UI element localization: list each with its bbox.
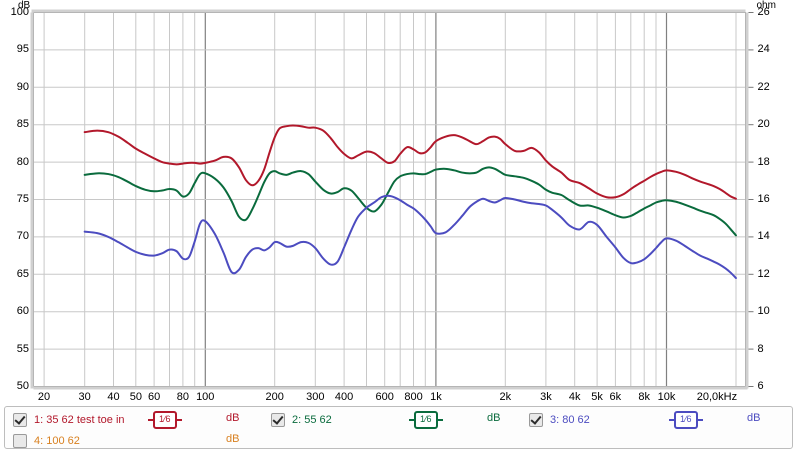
xtick-label-2k: 2k bbox=[499, 390, 512, 403]
ytick-label-left-100: 100 bbox=[10, 6, 29, 18]
chart-region: SPL dB ohm 10095908580757065605550262422… bbox=[0, 0, 800, 404]
smoothing-selector-2[interactable]: 1⁄6 bbox=[409, 411, 443, 429]
ytick-label-right-18: 18 bbox=[757, 155, 770, 168]
xtick-label-5k: 5k bbox=[591, 390, 603, 403]
legend-checkbox-4[interactable] bbox=[13, 433, 27, 448]
legend-checkbox-3[interactable] bbox=[529, 412, 543, 427]
xtick-label-1k: 1k bbox=[430, 390, 442, 403]
series-curve-1 bbox=[83, 124, 737, 200]
legend-label-4: 4: 100 62 bbox=[34, 434, 80, 447]
smoothing-tail-line bbox=[697, 419, 703, 421]
xtick-label-30: 30 bbox=[78, 390, 91, 403]
ytick-label-left-60: 60 bbox=[16, 305, 29, 318]
ytick-label-right-14: 14 bbox=[757, 230, 770, 243]
series-curve-3 bbox=[83, 194, 737, 280]
legend-entry-1[interactable]: 1: 35 62 test toe in bbox=[13, 409, 125, 430]
ytick-label-left-80: 80 bbox=[16, 155, 29, 168]
smoothing-tail-line bbox=[176, 419, 182, 421]
legend-label-1: 1: 35 62 test toe in bbox=[34, 413, 125, 426]
ytick-label-left-90: 90 bbox=[16, 80, 29, 93]
legend-unit-2[interactable]: dB bbox=[487, 412, 501, 424]
xtick-label-300: 300 bbox=[306, 390, 325, 403]
ytick-label-left-55: 55 bbox=[16, 342, 29, 355]
xtick-label-8k: 8k bbox=[638, 390, 650, 403]
ytick-label-right-10: 10 bbox=[757, 305, 770, 318]
xtick-label-60: 60 bbox=[147, 390, 161, 403]
ytick-label-right-24: 24 bbox=[757, 43, 770, 56]
ytick-label-left-70: 70 bbox=[16, 230, 29, 243]
xtick-label-400: 400 bbox=[334, 390, 354, 403]
smoothing-fraction: 1⁄6 bbox=[680, 413, 692, 424]
legend-entry-3[interactable]: 3: 80 62 bbox=[529, 409, 590, 430]
ytick-label-right-22: 22 bbox=[757, 80, 770, 93]
ytick-label-right-26: 26 bbox=[757, 6, 770, 18]
xtick-label-200: 200 bbox=[265, 390, 284, 403]
xtick-label-800: 800 bbox=[404, 390, 423, 403]
smoothing-lead-line bbox=[409, 419, 414, 421]
plot-canvas[interactable] bbox=[0, 0, 800, 404]
smoothing-selector-3[interactable]: 1⁄6 bbox=[669, 411, 703, 429]
xtick-label-600: 600 bbox=[375, 390, 394, 403]
ytick-label-right-20: 20 bbox=[757, 118, 770, 131]
xtick-label-10k: 10k bbox=[657, 390, 676, 403]
xtick-label-20: 20 bbox=[37, 390, 51, 403]
legend-entry-4[interactable]: 4: 100 62 bbox=[13, 430, 80, 451]
smoothing-value-3: 1⁄6 bbox=[674, 411, 698, 429]
xtick-label-100: 100 bbox=[196, 390, 215, 403]
ytick-label-right-12: 12 bbox=[757, 267, 770, 280]
xtick-label-3k: 3k bbox=[540, 390, 552, 403]
ytick-label-left-75: 75 bbox=[16, 193, 29, 205]
legend-panel: 1: 35 62 test toe in 1⁄6 dB 2: 55 62 1⁄6 dB 3:… bbox=[4, 406, 793, 449]
ytick-label-right-8: 8 bbox=[757, 342, 764, 355]
smoothing-fraction: 1⁄6 bbox=[420, 413, 432, 424]
ytick-label-left-65: 65 bbox=[16, 267, 29, 280]
legend-unit-3[interactable]: dB bbox=[747, 412, 761, 424]
xtick-label-20,0kHz: 20,0kHz bbox=[696, 390, 738, 403]
legend-checkbox-1[interactable] bbox=[13, 412, 27, 427]
xtick-label-4k: 4k bbox=[568, 390, 581, 403]
smoothing-lead-line bbox=[148, 419, 153, 421]
smoothing-tail-line bbox=[437, 419, 443, 421]
ytick-label-right-6: 6 bbox=[757, 380, 764, 392]
legend-label-3: 3: 80 62 bbox=[550, 413, 590, 426]
ytick-label-right-16: 16 bbox=[757, 193, 770, 205]
legend-unit-1[interactable]: dB bbox=[226, 412, 240, 424]
legend-unit-4[interactable]: dB bbox=[226, 433, 240, 445]
xtick-label-40: 40 bbox=[107, 390, 120, 403]
left-axis-unit: dB bbox=[18, 0, 31, 11]
xtick-label-80: 80 bbox=[176, 390, 190, 403]
smoothing-fraction: 1⁄6 bbox=[159, 413, 171, 424]
ytick-label-left-50: 50 bbox=[16, 380, 29, 392]
smoothing-selector-1[interactable]: 1⁄6 bbox=[148, 411, 182, 429]
smoothing-value-2: 1⁄6 bbox=[414, 411, 438, 429]
ytick-label-left-85: 85 bbox=[16, 118, 29, 131]
legend-entry-2[interactable]: 2: 55 62 bbox=[271, 409, 332, 430]
smoothing-lead-line bbox=[669, 419, 674, 421]
xtick-label-50: 50 bbox=[129, 390, 142, 403]
xtick-label-6k: 6k bbox=[609, 390, 622, 403]
legend-label-2: 2: 55 62 bbox=[292, 413, 332, 426]
series-curve-2 bbox=[83, 166, 737, 237]
legend-checkbox-2[interactable] bbox=[271, 412, 285, 427]
right-axis-unit: ohm bbox=[756, 0, 776, 11]
ytick-label-left-95: 95 bbox=[16, 43, 29, 56]
smoothing-value-1: 1⁄6 bbox=[153, 411, 177, 429]
